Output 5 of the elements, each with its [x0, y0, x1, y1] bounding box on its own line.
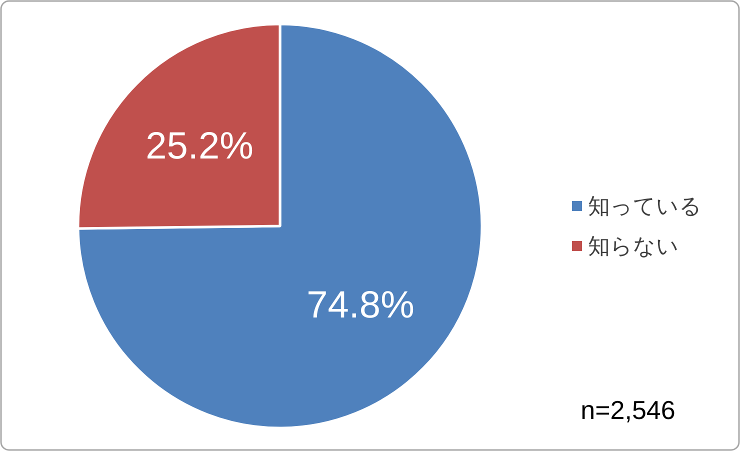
text: n=2,546 [580, 395, 676, 425]
data-label: 74.8% [306, 284, 414, 326]
data-label: 25.2% [146, 126, 254, 168]
legend-label: 知らない [588, 234, 679, 258]
legend-label: 知っている [588, 194, 702, 218]
